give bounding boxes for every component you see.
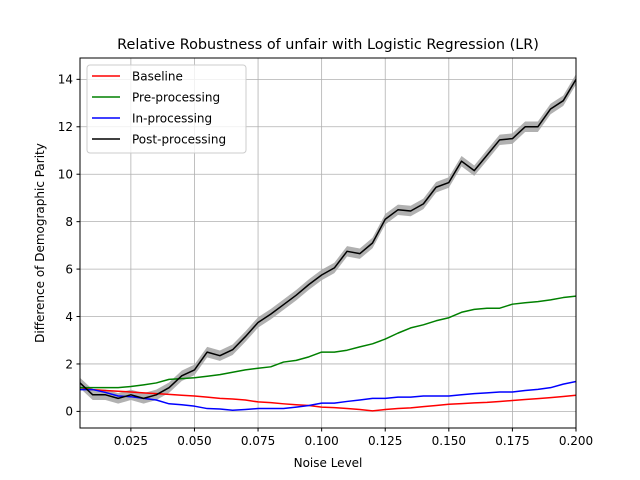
y-tick-label: 12 (58, 120, 73, 134)
y-tick-label: 6 (65, 262, 73, 276)
series-line-baseline (79, 386, 577, 412)
x-tick-label: 0.200 (559, 434, 593, 448)
axes-frame (79, 57, 577, 429)
x-tick-label: 0.100 (304, 434, 338, 448)
legend-box (86, 64, 247, 154)
y-tick-label: 4 (65, 310, 73, 324)
series-lines (79, 78, 577, 412)
legend-label-in-processing: In-processing (132, 111, 212, 125)
x-tick-label: 0.025 (114, 434, 148, 448)
x-axis-ticks: 0.025 0.050 0.075 0.100 0.125 0.150 0.175 0.200 (114, 428, 593, 448)
legend-label-post-processing: Post-processing (132, 132, 226, 146)
x-tick-label: 0.125 (368, 434, 402, 448)
series-line-post-processing (79, 78, 577, 400)
y-tick-label: 8 (65, 215, 73, 229)
x-tick-label: 0.075 (241, 434, 275, 448)
x-tick-label: 0.150 (432, 434, 466, 448)
y-tick-label: 2 (65, 357, 73, 371)
chart-title: Relative Robustness of unfair with Logis… (117, 37, 539, 53)
y-axis-label: Difference of Demographic Parity (33, 143, 47, 343)
x-tick-label: 0.175 (495, 434, 529, 448)
y-axis-ticks: 0 2 4 6 8 10 12 14 (58, 73, 80, 419)
legend-label-pre-processing: Pre-processing (132, 90, 220, 104)
x-axis-label: Noise Level (294, 456, 363, 470)
y-tick-label: 10 (58, 168, 73, 182)
legend-label-baseline: Baseline (132, 69, 183, 83)
series-line-pre-processing (80, 295, 577, 389)
x-tick-label: 0.050 (177, 434, 211, 448)
series-line-in-processing (80, 380, 577, 411)
y-tick-label: 0 (65, 405, 73, 419)
y-tick-label: 14 (58, 73, 73, 87)
legend: Baseline Pre-processing In-processing Post-… (86, 64, 247, 154)
